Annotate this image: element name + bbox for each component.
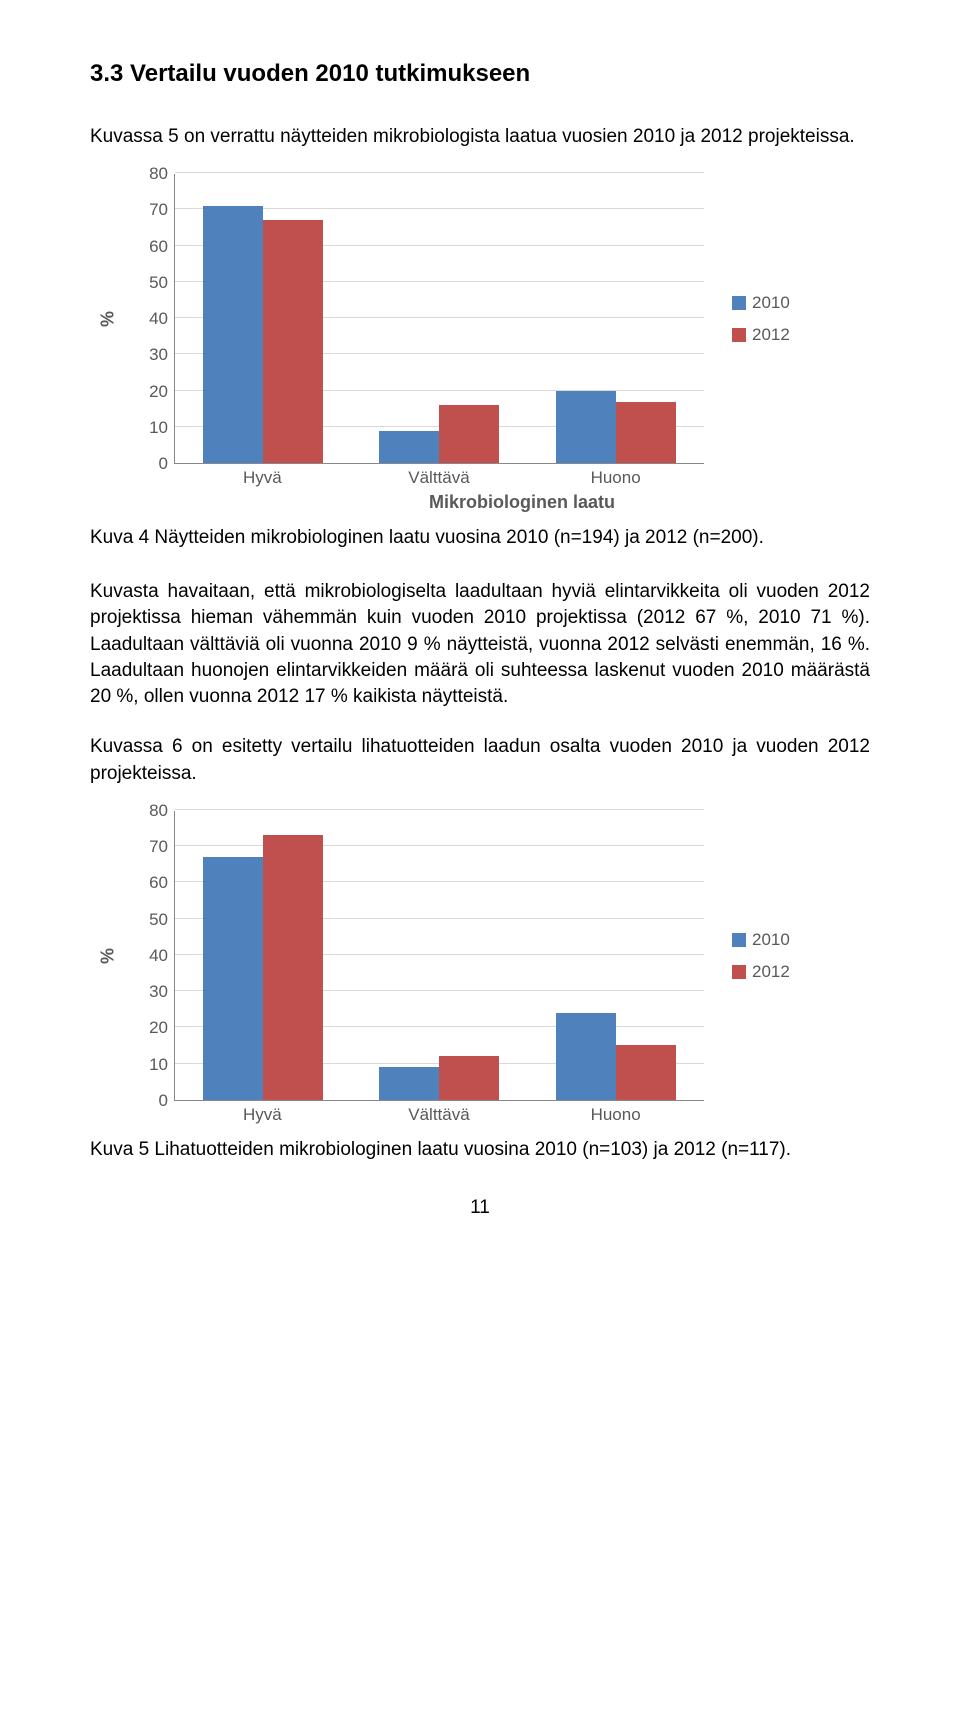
chart-2-x-labels: Hyvä Välttävä Huono bbox=[174, 1105, 704, 1125]
y-tick: 0 bbox=[159, 1091, 168, 1111]
chart-1-plot bbox=[174, 174, 704, 464]
page-number: 11 bbox=[90, 1197, 870, 1219]
chart-2-y-axis: % 01020304050607080 bbox=[118, 811, 174, 1101]
y-tick: 50 bbox=[149, 273, 168, 293]
x-label: Huono bbox=[556, 468, 676, 488]
bar bbox=[203, 857, 263, 1100]
y-tick: 80 bbox=[149, 801, 168, 821]
chart-1-x-labels: Hyvä Välttävä Huono bbox=[174, 468, 704, 488]
x-label: Huono bbox=[556, 1105, 676, 1125]
x-label: Välttävä bbox=[379, 1105, 499, 1125]
legend-swatch bbox=[732, 296, 746, 310]
paragraph-1: Kuvassa 5 on verrattu näytteiden mikrobi… bbox=[90, 124, 870, 150]
bar bbox=[263, 220, 323, 463]
bar-group bbox=[379, 835, 499, 1100]
paragraph-2: Kuvasta havaitaan, että mikrobiologiselt… bbox=[90, 579, 870, 710]
legend-item: 2012 bbox=[732, 325, 790, 345]
figure-4-caption: Kuva 4 Näytteiden mikrobiologinen laatu … bbox=[90, 527, 870, 549]
legend-item: 2010 bbox=[732, 293, 790, 313]
chart-1-bars bbox=[175, 206, 704, 463]
legend-swatch bbox=[732, 965, 746, 979]
section-heading: 3.3 Vertailu vuoden 2010 tutkimukseen bbox=[90, 60, 870, 88]
bar bbox=[379, 1067, 439, 1100]
legend-swatch bbox=[732, 328, 746, 342]
x-label: Hyvä bbox=[202, 1105, 322, 1125]
chart-2-y-label: % bbox=[98, 948, 119, 964]
bar bbox=[439, 1056, 499, 1100]
legend-label: 2012 bbox=[752, 962, 790, 982]
legend-swatch bbox=[732, 933, 746, 947]
y-tick: 80 bbox=[149, 164, 168, 184]
y-tick: 60 bbox=[149, 873, 168, 893]
bar bbox=[616, 402, 676, 464]
bar bbox=[616, 1045, 676, 1099]
legend-label: 2010 bbox=[752, 930, 790, 950]
legend-label: 2010 bbox=[752, 293, 790, 313]
y-tick: 0 bbox=[159, 454, 168, 474]
x-label: Hyvä bbox=[202, 468, 322, 488]
y-tick: 20 bbox=[149, 1018, 168, 1038]
legend-item: 2012 bbox=[732, 962, 790, 982]
bar-group bbox=[203, 835, 323, 1100]
chart-1-legend: 2010 2012 bbox=[732, 293, 790, 345]
bar bbox=[379, 431, 439, 464]
chart-2-plot bbox=[174, 811, 704, 1101]
bar-group bbox=[379, 206, 499, 463]
y-tick: 40 bbox=[149, 946, 168, 966]
y-tick: 10 bbox=[149, 1055, 168, 1075]
y-tick: 70 bbox=[149, 837, 168, 857]
y-tick: 50 bbox=[149, 910, 168, 930]
bar bbox=[263, 835, 323, 1100]
y-tick: 10 bbox=[149, 418, 168, 438]
chart-1: % 01020304050607080 20102012 HyväVälttäv… bbox=[118, 174, 870, 513]
chart-1-inner: % 01020304050607080 20102012 HyväVälttäv… bbox=[118, 174, 870, 513]
figure-5-caption: Kuva 5 Lihatuotteiden mikrobiologinen la… bbox=[90, 1139, 870, 1161]
bar bbox=[439, 405, 499, 463]
chart-2: % 01020304050607080 20102012 HyväVälttäv… bbox=[118, 811, 870, 1125]
gridline bbox=[175, 172, 704, 173]
chart-1-y-axis: % 01020304050607080 bbox=[118, 174, 174, 464]
y-tick: 20 bbox=[149, 382, 168, 402]
chart-1-x-title: Mikrobiologinen laatu bbox=[174, 492, 870, 513]
chart-2-bars bbox=[175, 835, 704, 1100]
chart-2-legend: 2010 2012 bbox=[732, 930, 790, 982]
bar-group bbox=[203, 206, 323, 463]
y-tick: 70 bbox=[149, 200, 168, 220]
legend-label: 2012 bbox=[752, 325, 790, 345]
y-tick: 40 bbox=[149, 309, 168, 329]
bar bbox=[203, 206, 263, 463]
x-label: Välttävä bbox=[379, 468, 499, 488]
paragraph-3: Kuvassa 6 on esitetty vertailu lihatuott… bbox=[90, 734, 870, 786]
chart-1-y-label: % bbox=[98, 311, 119, 327]
bar bbox=[556, 391, 616, 464]
y-tick: 30 bbox=[149, 982, 168, 1002]
bar bbox=[556, 1013, 616, 1100]
y-tick: 60 bbox=[149, 237, 168, 257]
chart-2-inner: % 01020304050607080 20102012 HyväVälttäv… bbox=[118, 811, 870, 1125]
bar-group bbox=[556, 206, 676, 463]
legend-item: 2010 bbox=[732, 930, 790, 950]
bar-group bbox=[556, 835, 676, 1100]
y-tick: 30 bbox=[149, 345, 168, 365]
gridline bbox=[175, 809, 704, 810]
